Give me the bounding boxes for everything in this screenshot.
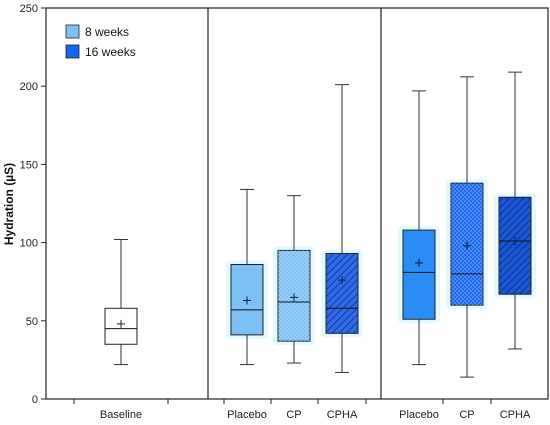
y-tick-label-50: 50	[26, 316, 38, 328]
legend-label-16-weeks: 16 weeks	[85, 45, 136, 59]
plot-frame	[45, 7, 549, 400]
box-placebo-5	[402, 229, 436, 320]
y-axis-title: Hydration (µS)	[2, 163, 16, 245]
plot-area: 0 50 100 150 200 250 Baseline Placebo CP CPHA Plac…	[20, 3, 549, 421]
x-tick-label-cp-3: CP	[286, 409, 301, 421]
legend: 8 weeks 16 weeks	[65, 24, 136, 59]
legend-swatch-16-weeks	[65, 44, 80, 59]
box-pattern-cpha-7	[499, 197, 531, 295]
x-tick-label-placebo-5: Placebo	[399, 409, 439, 421]
x-tick-label-baseline-1: Baseline	[100, 409, 142, 421]
legend-swatch-8-weeks	[65, 24, 80, 39]
x-tick-label-cp-6: CP	[459, 409, 474, 421]
y-tick-label-200: 200	[20, 81, 38, 93]
x-tick-label-placebo-2: Placebo	[227, 409, 267, 421]
x-tick-label-cpha-7: CPHA	[500, 409, 531, 421]
y-tick-label-0: 0	[32, 394, 38, 406]
y-tick-label-100: 100	[20, 238, 38, 250]
y-tick-label-150: 150	[20, 159, 38, 171]
y-tick-label-250: 250	[20, 3, 38, 15]
x-tick-label-cpha-4: CPHA	[327, 409, 358, 421]
legend-label-8-weeks: 8 weeks	[85, 25, 129, 39]
box-pattern-cpha-4	[326, 253, 358, 334]
